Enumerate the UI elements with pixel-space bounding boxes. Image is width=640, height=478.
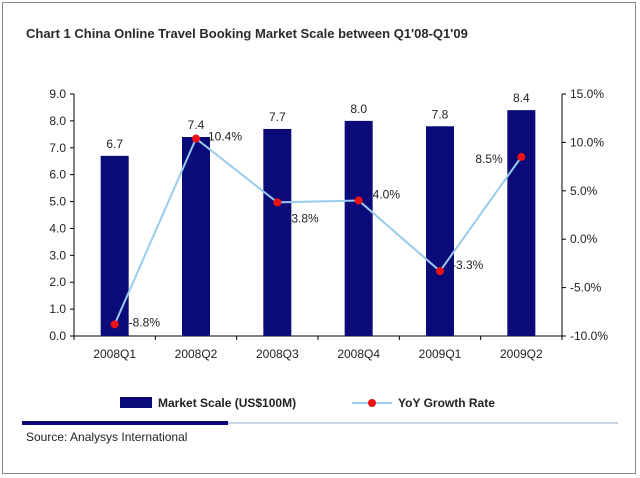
right-tick-label: 5.0% [570,184,598,198]
x-tick-label: 2008Q2 [175,347,218,361]
x-tick-label: 2008Q4 [337,347,380,361]
x-tick-label: 2009Q1 [419,347,462,361]
legend-line-marker [368,399,376,407]
x-tick-label: 2008Q1 [93,347,136,361]
growth-value-label: -3.3% [452,258,484,272]
left-tick-label: 6.0 [49,168,66,182]
right-tick-label: 15.0% [570,87,604,101]
left-tick-label: 3.0 [49,248,66,262]
left-tick-label: 9.0 [49,87,66,101]
growth-value-label: 4.0% [373,187,401,201]
left-tick-label: 1.0 [49,302,66,316]
bar-value-label: 7.8 [432,107,449,121]
x-tick-label: 2009Q2 [500,347,543,361]
bar [344,120,373,336]
right-tick-label: 10.0% [570,135,604,149]
growth-point [110,320,119,329]
growth-point [192,134,200,143]
right-tick-label: 0.0% [570,232,598,246]
growth-point [517,152,526,161]
growth-point [273,198,282,207]
bar-value-label: 8.4 [513,91,530,105]
growth-value-label: 10.4% [208,130,242,144]
left-tick-label: 2.0 [49,275,66,289]
growth-point [354,196,363,205]
footer-accent-bar [22,421,228,425]
source-note: Source: Analysys International [26,430,188,444]
right-tick-label: -5.0% [570,281,602,295]
chart-title: Chart 1 China Online Travel Booking Mark… [26,26,468,41]
left-tick-label: 7.0 [49,141,66,155]
left-tick-label: 5.0 [49,195,66,209]
left-tick-label: 4.0 [49,221,66,235]
bar [182,137,210,336]
bar-value-label: 8.0 [350,102,367,116]
right-tick-label: -10.0% [570,329,608,343]
legend-bar-label: Market Scale (US$100M) [158,396,296,410]
growth-line [113,136,523,325]
bar-value-label: 7.7 [269,110,286,124]
legend-bar-swatch [120,397,152,408]
left-tick-label: 0.0 [49,329,66,343]
growth-value-label: -8.8% [129,315,161,329]
growth-point [436,267,444,276]
bar [426,126,454,337]
bar [100,155,129,336]
growth-value-label: 8.5% [475,152,503,166]
left-tick-label: 8.0 [49,114,66,128]
bar [263,128,292,336]
x-tick-label: 2008Q3 [256,347,299,361]
bar-value-label: 6.7 [106,137,123,151]
legend-line-label: YoY Growth Rate [398,396,495,410]
bar-value-label: 7.4 [188,118,205,132]
bar [507,110,536,336]
growth-value-label: 3.8% [291,211,319,225]
